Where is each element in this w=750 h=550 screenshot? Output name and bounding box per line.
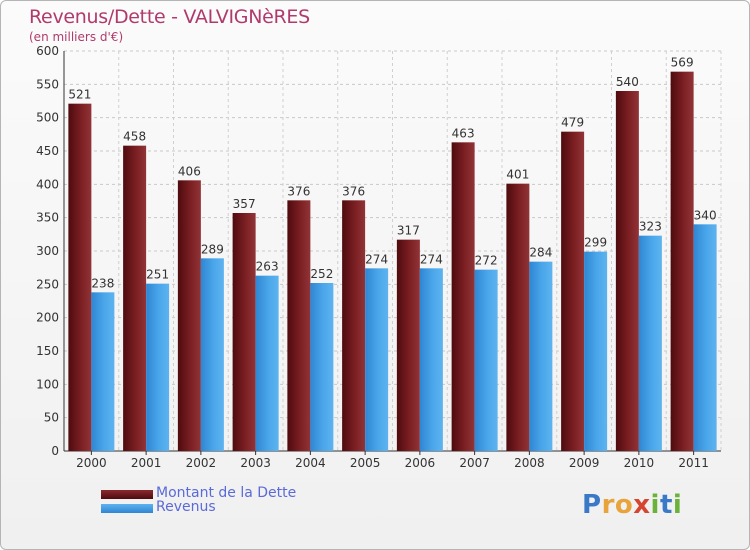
- bar-revenus: [200, 258, 224, 451]
- data-label-revenus: 340: [694, 208, 717, 222]
- y-tick-label: 550: [36, 77, 59, 91]
- x-tick-label: 2001: [131, 456, 162, 470]
- x-tick-label: 2004: [295, 456, 326, 470]
- data-label-dette: 317: [397, 224, 420, 238]
- bar-dette: [232, 213, 256, 451]
- bar-revenus: [91, 292, 115, 451]
- logo-letter: i: [672, 490, 683, 520]
- x-tick-label: 2000: [76, 456, 107, 470]
- legend-swatch-revenus: [101, 504, 153, 513]
- proxiti-logo: Proxiti: [582, 490, 682, 520]
- chart-subtitle: (en milliers d'€): [29, 30, 124, 44]
- y-tick-label: 300: [36, 244, 59, 258]
- data-label-dette: 540: [616, 75, 639, 89]
- x-tick-label: 2011: [678, 456, 709, 470]
- logo-letter: o: [614, 490, 634, 520]
- y-tick-label: 600: [36, 44, 59, 58]
- chart-title: Revenus/Dette - VALVIGNèRES: [29, 6, 310, 28]
- bar-revenus: [474, 269, 498, 451]
- data-label-revenus: 323: [639, 220, 662, 234]
- data-label-revenus: 274: [420, 252, 443, 266]
- data-label-dette: 406: [178, 164, 201, 178]
- logo-letter: P: [582, 490, 602, 520]
- y-tick-label: 500: [36, 111, 59, 125]
- logo-letter: x: [633, 490, 651, 520]
- data-label-revenus: 284: [529, 246, 552, 260]
- bar-dette: [615, 91, 639, 451]
- data-label-revenus: 263: [256, 260, 279, 274]
- bar-dette: [670, 71, 694, 452]
- data-label-dette: 463: [452, 126, 475, 140]
- bar-dette: [342, 200, 366, 451]
- bar-dette: [396, 239, 420, 451]
- logo-letter: r: [601, 490, 615, 520]
- bar-revenus: [365, 268, 389, 451]
- bar-revenus: [693, 224, 717, 451]
- y-tick-label: 450: [36, 144, 59, 158]
- x-tick-label: 2005: [350, 456, 381, 470]
- bar-dette: [68, 103, 92, 452]
- data-label-dette: 458: [123, 130, 146, 144]
- x-tick-label: 2002: [186, 456, 217, 470]
- x-tick-label: 2009: [569, 456, 600, 470]
- data-label-revenus: 251: [146, 268, 169, 282]
- bar-revenus: [255, 275, 279, 451]
- data-label-revenus: 252: [310, 267, 333, 281]
- data-label-dette: 376: [287, 184, 310, 198]
- data-label-revenus: 272: [475, 254, 498, 268]
- bar-revenus: [310, 283, 334, 451]
- legend-swatch-dette: [101, 490, 153, 499]
- data-label-revenus: 299: [584, 236, 607, 250]
- bar-revenus: [419, 268, 443, 451]
- data-label-dette: 479: [561, 116, 584, 130]
- legend-label-dette: Montant de la Dette: [156, 485, 297, 501]
- data-label-revenus: 238: [91, 276, 114, 290]
- data-label-dette: 357: [233, 197, 256, 211]
- bar-dette: [177, 180, 201, 452]
- data-label-revenus: 289: [201, 242, 224, 256]
- y-tick-label: 100: [36, 377, 59, 391]
- logo-letter: t: [659, 490, 673, 520]
- bar-revenus: [584, 251, 608, 451]
- bar-dette: [506, 183, 530, 451]
- y-tick-label: 400: [36, 177, 59, 191]
- bar-dette: [123, 145, 147, 451]
- bar-dette: [451, 142, 475, 452]
- x-tick-label: 2007: [459, 456, 490, 470]
- data-label-dette: 401: [506, 168, 529, 182]
- y-tick-label: 250: [36, 277, 59, 291]
- y-tick-label: 200: [36, 311, 59, 325]
- bar-dette: [287, 200, 311, 451]
- bar-dette: [561, 131, 585, 451]
- y-tick-label: 350: [36, 211, 59, 225]
- x-tick-label: 2006: [405, 456, 436, 470]
- bar-revenus: [529, 261, 553, 451]
- x-tick-label: 2008: [514, 456, 545, 470]
- y-tick-label: 50: [44, 411, 59, 425]
- x-tick-label: 2010: [624, 456, 655, 470]
- data-label-dette: 521: [68, 88, 91, 102]
- data-label-dette: 376: [342, 184, 365, 198]
- x-tick-label: 2003: [240, 456, 271, 470]
- logo-letter: i: [650, 490, 660, 520]
- bar-revenus: [146, 283, 170, 451]
- bar-revenus: [638, 235, 662, 451]
- y-tick-label: 0: [51, 444, 59, 458]
- data-label-revenus: 274: [365, 252, 388, 266]
- data-label-dette: 569: [671, 56, 694, 70]
- legend-label-revenus: Revenus: [156, 499, 216, 515]
- y-tick-label: 150: [36, 344, 59, 358]
